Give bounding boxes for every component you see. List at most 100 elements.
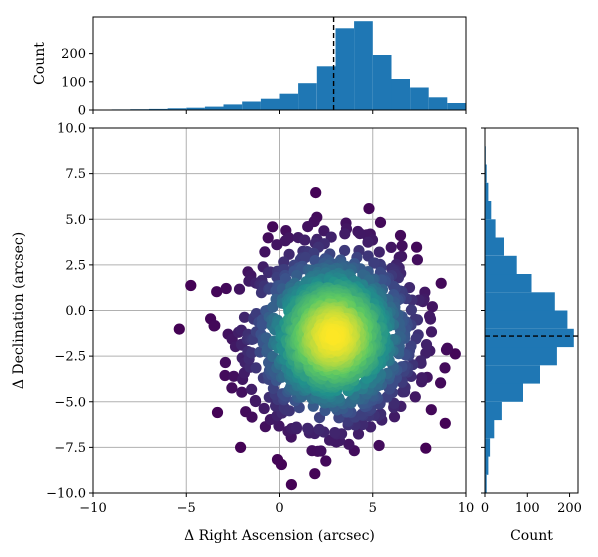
x-tick-label: 100 (515, 501, 540, 516)
scatter-point (385, 241, 397, 253)
histogram-bar (485, 438, 491, 457)
y-tick-label: −5.0 (54, 395, 86, 410)
scatter-point (388, 280, 400, 293)
scatter-point (173, 323, 185, 335)
scatter-point (416, 372, 428, 384)
histogram-bar (485, 182, 489, 202)
scatter-point (279, 235, 291, 247)
y-axis-label: Δ Declination (arcsec) (11, 232, 27, 389)
histogram-bar (485, 292, 555, 311)
scatter-point (426, 301, 438, 313)
scatter-point (262, 232, 274, 244)
y-tick-label: 7.5 (65, 167, 86, 182)
scatter-point (256, 319, 268, 331)
scatter-point (238, 311, 251, 323)
histogram-bar (485, 201, 492, 220)
histogram-bar (485, 474, 487, 494)
y-tick-label: 2.5 (65, 258, 86, 273)
histogram-bar (335, 28, 355, 110)
scatter-point (368, 257, 380, 269)
histogram-bar (167, 108, 187, 110)
x-axis-label: Δ Right Ascension (arcsec) (184, 528, 375, 544)
y-tick-label: −7.5 (54, 441, 86, 456)
scatter-point (435, 377, 447, 389)
scatter-point (249, 394, 261, 407)
scatter-point (267, 301, 279, 313)
histogram-bar (485, 383, 523, 402)
y-tick-label: −10.0 (46, 487, 86, 502)
scatter-point (246, 383, 258, 395)
histogram-bar (372, 55, 392, 110)
histogram-bar (186, 107, 205, 110)
scatter-point (405, 304, 417, 316)
histogram-bar (485, 456, 489, 475)
y-tick-label: 5.0 (65, 213, 86, 228)
scatter-point (271, 239, 283, 251)
y-tick-label: 10.0 (57, 122, 86, 137)
histogram-bar (354, 21, 373, 111)
scatter-plot: −10 −5 0 5 10 −10.0 −7.5 −5.0 −2.5 0.0 2.5 5.0 7.5 10… (11, 122, 474, 545)
y-tick-label: 0.0 (65, 304, 86, 319)
top-histogram: 0 100 200 Count (32, 16, 467, 119)
histogram-bar (485, 328, 574, 348)
scatter-point (271, 454, 284, 466)
scatter-point (220, 282, 232, 295)
histogram-bar (204, 106, 224, 110)
scatter-point (440, 344, 453, 356)
histogram-bar (485, 274, 532, 293)
histogram-bar (447, 103, 466, 110)
histogram-bar (485, 219, 496, 238)
histogram-bar (242, 101, 261, 110)
scatter-point (373, 246, 385, 258)
scatter-point (354, 228, 366, 240)
scatter-point (343, 438, 355, 450)
y-tick-label: 0 (78, 104, 86, 119)
scatter-point (228, 370, 240, 382)
histogram-bar (279, 93, 299, 110)
scatter-point (420, 442, 432, 454)
scatter-point (302, 422, 314, 434)
scatter-point (425, 326, 438, 338)
scatter-point (283, 405, 295, 417)
histogram-bar (485, 237, 504, 256)
scatter-point (285, 479, 297, 491)
scatter-point (329, 427, 341, 439)
histogram-bar (148, 108, 168, 110)
scatter-point (302, 221, 314, 233)
scatter-point (420, 339, 433, 351)
histogram-bar (485, 401, 502, 421)
y-tick-label: 100 (61, 75, 86, 90)
scatter-point (211, 286, 223, 298)
x-axis-label: Count (510, 528, 553, 544)
histogram-bar (316, 66, 336, 110)
scatter-point (449, 348, 461, 360)
scatter-point (373, 439, 385, 452)
scatter-point (327, 329, 339, 341)
scatter-point (363, 203, 375, 215)
histogram-bar (391, 79, 410, 110)
scatter-point (424, 310, 436, 322)
x-tick-label: −5 (177, 501, 196, 516)
scatter-point (250, 362, 262, 374)
scatter-point (339, 228, 351, 240)
histogram-bar (485, 164, 487, 183)
scatter-point (435, 277, 447, 289)
scatter-point (309, 468, 321, 480)
scatter-point (313, 423, 325, 435)
right-histogram: 0 100 200 Count (481, 127, 582, 544)
scatter-point (320, 455, 332, 467)
scatter-point (211, 406, 224, 419)
histogram-bar (298, 83, 317, 110)
scatter-point (299, 251, 311, 264)
y-axis-label: Count (32, 42, 48, 85)
scatter-point (290, 421, 302, 433)
scatter-point (219, 369, 231, 382)
scatter-point (246, 411, 258, 423)
scatter-point (219, 356, 231, 369)
x-tick-label: 5 (369, 501, 377, 516)
scatter-point (439, 417, 451, 429)
y-tick-label: −2.5 (54, 350, 86, 365)
scatter-point (315, 445, 327, 457)
scatter-point (236, 386, 248, 398)
x-tick-label: 10 (458, 501, 475, 516)
